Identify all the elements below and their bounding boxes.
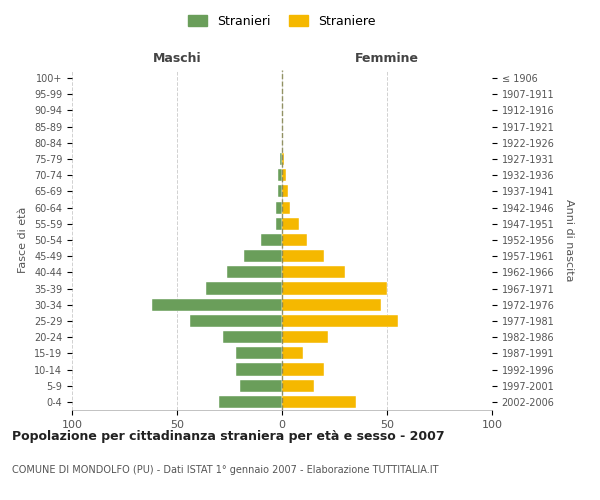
- Bar: [282, 380, 314, 392]
- Bar: [282, 348, 303, 360]
- Bar: [282, 266, 345, 278]
- Bar: [236, 348, 282, 360]
- Bar: [240, 380, 282, 392]
- Bar: [190, 315, 282, 327]
- Bar: [276, 218, 282, 230]
- Bar: [282, 315, 398, 327]
- Bar: [282, 250, 324, 262]
- Text: Femmine: Femmine: [355, 52, 419, 65]
- Bar: [278, 169, 282, 181]
- Bar: [282, 298, 381, 311]
- Bar: [227, 266, 282, 278]
- Bar: [152, 298, 282, 311]
- Bar: [282, 396, 355, 408]
- Bar: [282, 186, 289, 198]
- Bar: [282, 218, 299, 230]
- Bar: [276, 202, 282, 213]
- Bar: [261, 234, 282, 246]
- Y-axis label: Anni di nascita: Anni di nascita: [564, 198, 574, 281]
- Text: COMUNE DI MONDOLFO (PU) - Dati ISTAT 1° gennaio 2007 - Elaborazione TUTTITALIA.I: COMUNE DI MONDOLFO (PU) - Dati ISTAT 1° …: [12, 465, 439, 475]
- Text: Maschi: Maschi: [152, 52, 202, 65]
- Bar: [236, 364, 282, 376]
- Bar: [282, 234, 307, 246]
- Bar: [282, 364, 324, 376]
- Y-axis label: Fasce di età: Fasce di età: [19, 207, 28, 273]
- Bar: [278, 186, 282, 198]
- Bar: [282, 153, 284, 165]
- Bar: [282, 331, 328, 343]
- Bar: [282, 202, 290, 213]
- Bar: [282, 169, 286, 181]
- Bar: [282, 282, 387, 294]
- Bar: [244, 250, 282, 262]
- Bar: [206, 282, 282, 294]
- Bar: [280, 153, 282, 165]
- Legend: Stranieri, Straniere: Stranieri, Straniere: [185, 11, 379, 32]
- Text: Popolazione per cittadinanza straniera per età e sesso - 2007: Popolazione per cittadinanza straniera p…: [12, 430, 445, 443]
- Bar: [223, 331, 282, 343]
- Bar: [219, 396, 282, 408]
